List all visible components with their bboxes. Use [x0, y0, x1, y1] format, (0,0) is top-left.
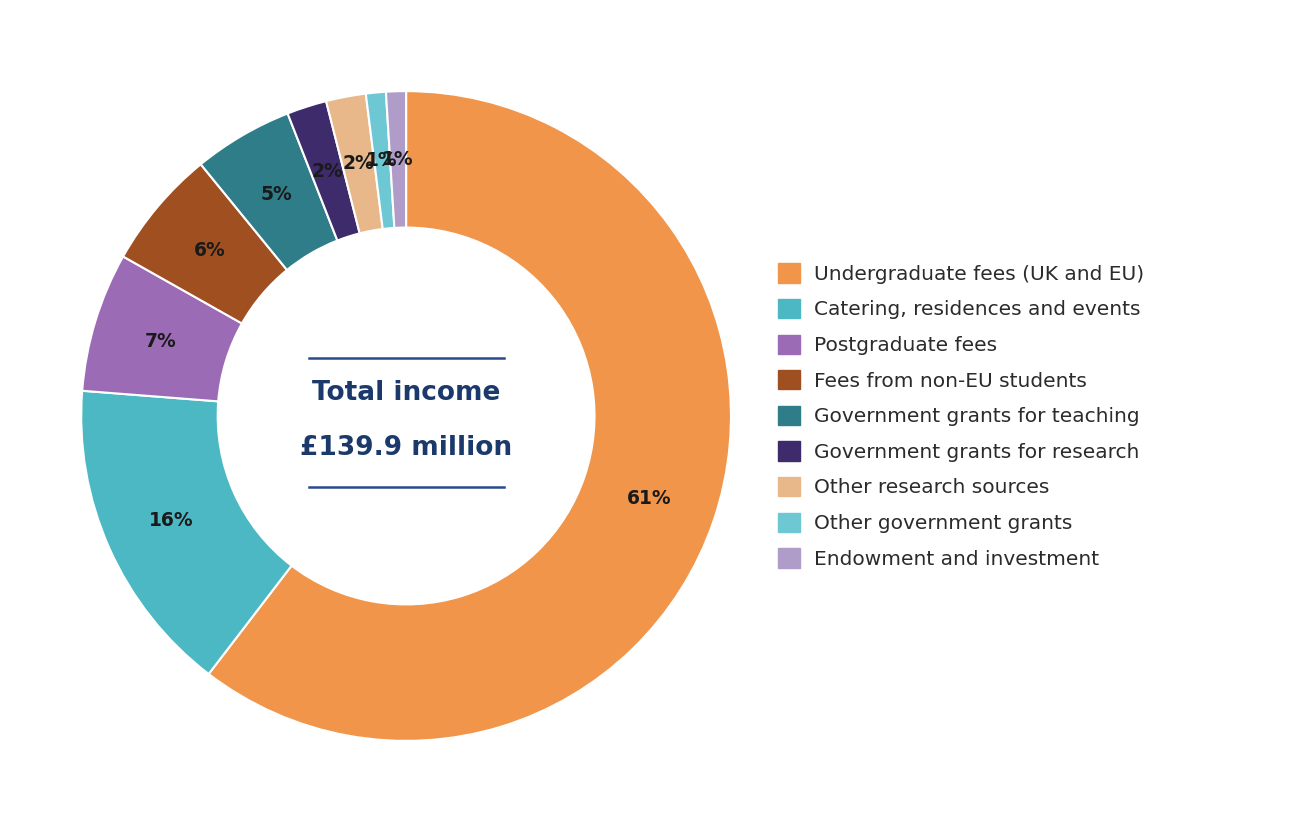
Wedge shape: [365, 92, 394, 229]
Text: 5%: 5%: [261, 185, 292, 204]
Wedge shape: [83, 256, 242, 401]
Wedge shape: [326, 94, 383, 233]
Text: £139.9 million: £139.9 million: [300, 435, 512, 462]
Text: 61%: 61%: [627, 489, 672, 508]
Text: 7%: 7%: [144, 332, 177, 351]
Wedge shape: [81, 391, 292, 674]
Wedge shape: [288, 102, 360, 240]
Text: Total income: Total income: [312, 380, 500, 406]
Text: 6%: 6%: [194, 241, 225, 260]
Text: 16%: 16%: [149, 511, 194, 530]
Text: 1%: 1%: [383, 150, 414, 169]
Text: 2%: 2%: [343, 154, 375, 173]
Text: 1%: 1%: [367, 151, 398, 170]
Wedge shape: [200, 113, 338, 270]
Legend: Undergraduate fees (UK and EU), Catering, residences and events, Postgraduate fe: Undergraduate fees (UK and EU), Catering…: [770, 255, 1153, 577]
Wedge shape: [208, 92, 731, 740]
Text: 2%: 2%: [312, 162, 343, 181]
Wedge shape: [386, 92, 406, 228]
Wedge shape: [123, 164, 287, 324]
